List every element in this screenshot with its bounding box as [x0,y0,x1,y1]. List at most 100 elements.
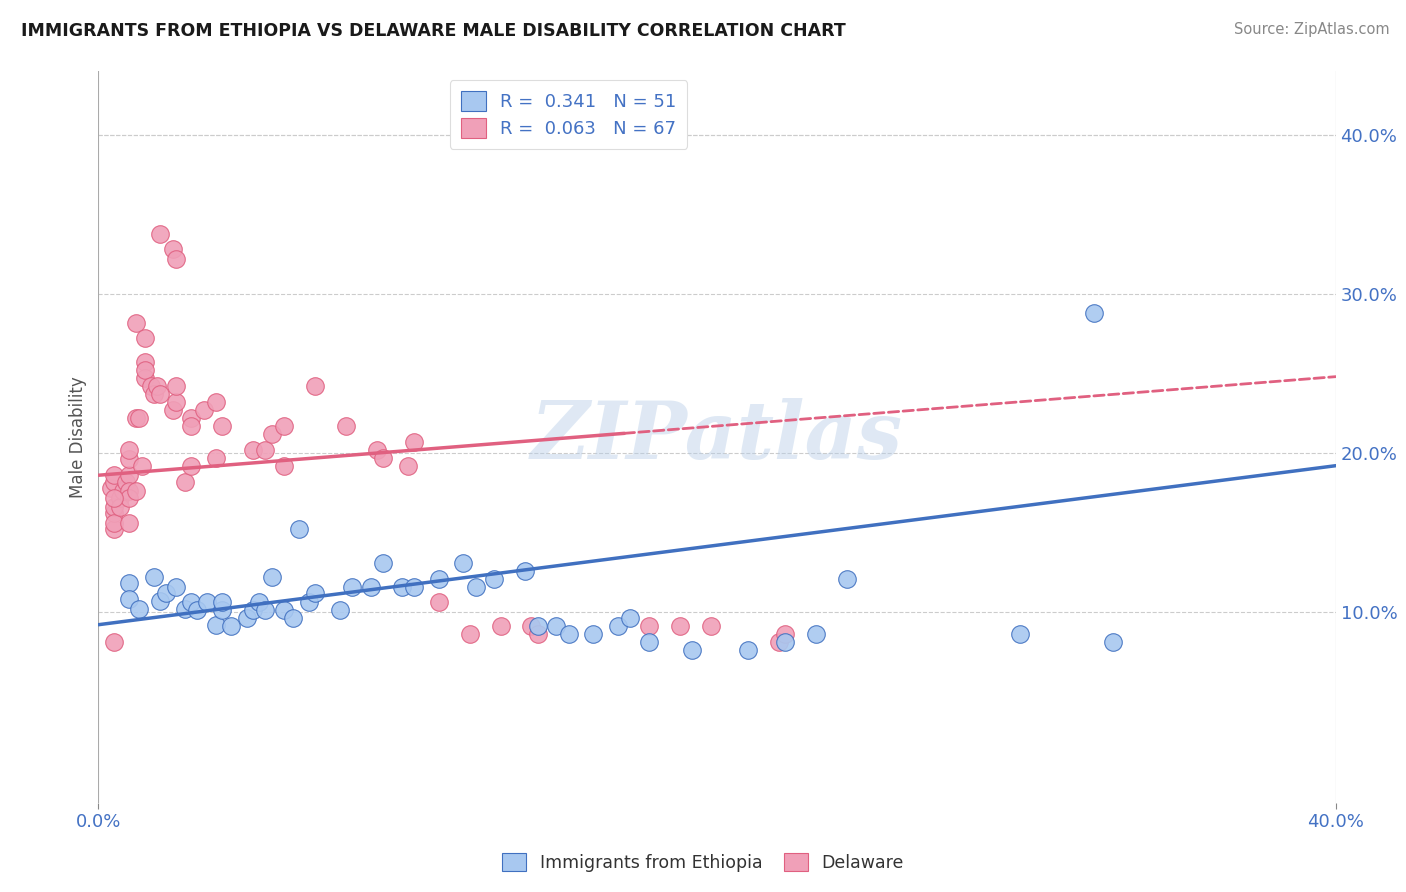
Point [1102,635,1125,649]
Point [186,603,208,617]
Point [768,635,790,649]
Point [273,603,295,617]
Point [128,602,150,616]
Point [134,331,156,345]
Point [108,500,131,514]
Point [112,484,135,499]
Point [118,576,141,591]
Point [118,484,141,499]
Point [103,475,125,489]
Point [103,516,125,530]
Point [489,619,512,633]
Legend: R =  0.341   N = 51, R =  0.063   N = 67: R = 0.341 N = 51, R = 0.063 N = 67 [450,80,688,149]
Point [304,586,326,600]
Point [131,458,153,473]
Point [118,592,141,607]
Point [458,627,481,641]
Point [103,468,125,483]
Point [149,227,172,241]
Point [371,556,394,570]
Point [118,442,141,457]
Point [180,458,202,473]
Point [195,595,218,609]
Point [484,572,506,586]
Point [103,500,125,514]
Point [427,595,450,609]
Point [391,580,413,594]
Point [427,572,450,586]
Point [124,484,146,499]
Text: ZIPatlas: ZIPatlas [531,399,903,475]
Point [464,580,486,594]
Point [298,595,321,609]
Point [193,403,215,417]
Point [174,475,197,489]
Point [520,619,543,633]
Point [526,627,548,641]
Point [453,556,475,570]
Point [165,395,187,409]
Point [254,442,277,457]
Point [143,387,166,401]
Point [118,491,141,505]
Point [546,619,568,633]
Point [143,570,166,584]
Point [134,355,156,369]
Point [118,468,141,483]
Point [155,586,177,600]
Point [619,611,641,625]
Point [180,419,202,434]
Point [103,522,125,536]
Point [804,627,827,641]
Point [211,595,233,609]
Point [211,603,233,617]
Point [221,619,243,633]
Text: Source: ZipAtlas.com: Source: ZipAtlas.com [1233,22,1389,37]
Point [638,635,661,649]
Point [134,363,156,377]
Point [773,627,796,641]
Point [1010,627,1032,641]
Point [283,611,305,625]
Point [128,411,150,425]
Point [360,580,382,594]
Point [180,411,202,425]
Point [273,419,295,434]
Point [139,379,162,393]
Point [115,475,138,489]
Point [526,619,548,633]
Point [582,627,605,641]
Point [103,635,125,649]
Point [700,619,723,633]
Point [254,603,277,617]
Point [638,619,661,633]
Point [607,619,630,633]
Point [108,491,131,505]
Point [835,572,858,586]
Point [118,452,141,467]
Point [118,516,141,530]
Point [174,602,197,616]
Point [366,442,388,457]
Legend: Immigrants from Ethiopia, Delaware: Immigrants from Ethiopia, Delaware [495,847,911,879]
Point [100,481,122,495]
Point [773,635,796,649]
Point [124,316,146,330]
Point [1083,306,1105,320]
Point [205,450,228,465]
Point [165,252,187,266]
Point [180,595,202,609]
Point [329,603,352,617]
Point [103,507,125,521]
Y-axis label: Male Disability: Male Disability [69,376,87,498]
Point [371,450,394,465]
Point [402,434,425,449]
Point [242,603,264,617]
Point [242,442,264,457]
Point [211,419,233,434]
Point [681,643,703,657]
Point [146,379,169,393]
Point [260,570,283,584]
Point [304,379,326,393]
Point [402,580,425,594]
